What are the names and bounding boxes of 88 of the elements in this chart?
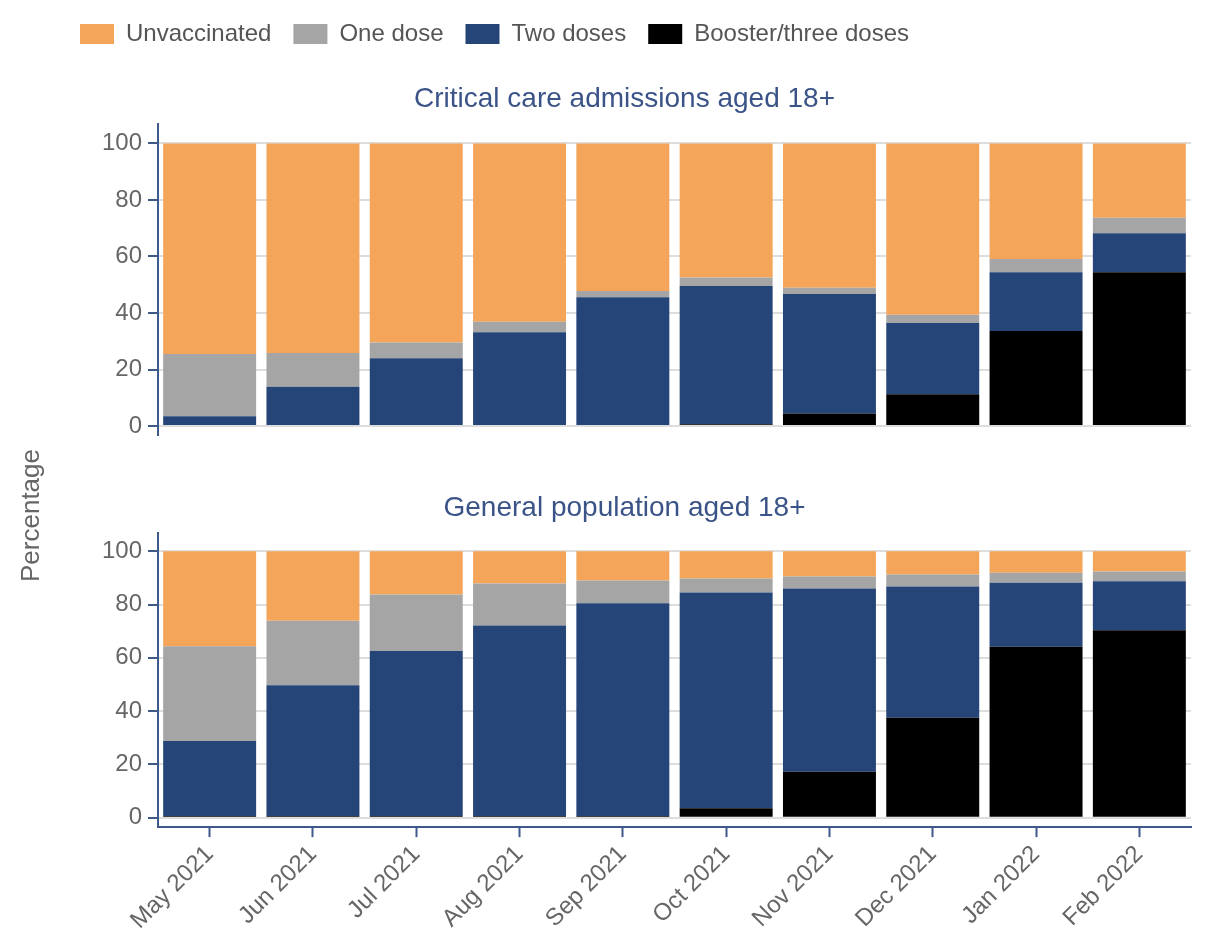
bar <box>1092 630 1186 817</box>
legend-label: Booster/three doses <box>694 18 910 46</box>
bar <box>576 580 670 604</box>
chart-title: General population aged 18+ <box>443 490 806 522</box>
bar <box>679 285 773 425</box>
y-tick-label: 100 <box>101 535 142 563</box>
bar <box>369 551 463 595</box>
bar <box>369 650 463 816</box>
bar <box>1092 233 1186 273</box>
bar <box>473 625 567 816</box>
bar <box>163 354 257 417</box>
bar <box>679 808 773 817</box>
y-tick-label: 80 <box>115 589 142 617</box>
bar <box>369 358 463 426</box>
y-tick-label: 60 <box>115 241 142 269</box>
bar <box>782 413 876 426</box>
y-tick-label: 100 <box>101 128 142 156</box>
bar <box>886 574 980 587</box>
bar <box>782 143 876 288</box>
bar <box>266 386 360 426</box>
y-tick-label: 0 <box>128 410 142 438</box>
y-tick-label: 40 <box>115 297 142 325</box>
legend-label: Two doses <box>511 18 627 46</box>
bar <box>473 143 567 322</box>
bar <box>782 551 876 577</box>
bar <box>989 259 1083 273</box>
bar <box>163 416 257 426</box>
bar <box>679 578 773 593</box>
bar <box>886 314 980 323</box>
bar <box>886 551 980 575</box>
bar <box>576 297 670 426</box>
bar <box>473 332 567 426</box>
bar <box>163 551 257 647</box>
bar <box>782 588 876 772</box>
bar <box>1092 143 1186 218</box>
bar <box>989 572 1083 583</box>
bar <box>266 685 360 816</box>
y-tick-label: 40 <box>115 695 142 723</box>
bar <box>163 646 257 742</box>
bar <box>782 576 876 589</box>
bar <box>1092 217 1186 234</box>
bar <box>679 277 773 286</box>
bar <box>266 352 360 387</box>
chart-title: Critical care admissions aged 18+ <box>414 81 835 113</box>
bar <box>1092 551 1186 572</box>
bar <box>473 321 567 333</box>
bar <box>886 322 980 395</box>
bar <box>163 143 257 355</box>
bar <box>473 583 567 626</box>
bar <box>782 287 876 295</box>
bar <box>782 771 876 817</box>
bar <box>989 646 1083 817</box>
bar <box>1092 581 1186 631</box>
bar <box>369 143 463 343</box>
bar <box>369 342 463 359</box>
y-tick-label: 80 <box>115 184 142 212</box>
bar <box>989 551 1083 573</box>
y-tick-label: 20 <box>115 749 142 777</box>
bar <box>369 594 463 651</box>
bar <box>989 143 1083 260</box>
bar <box>679 592 773 809</box>
bar <box>886 143 980 315</box>
bar <box>576 143 670 291</box>
bar <box>886 717 980 817</box>
bar <box>266 620 360 686</box>
bar <box>989 331 1083 426</box>
bar <box>266 143 360 353</box>
bar <box>782 294 876 414</box>
legend-label: One dose <box>339 18 444 46</box>
bar <box>989 272 1083 332</box>
bar <box>576 603 670 816</box>
bar <box>1092 272 1186 426</box>
bar <box>266 551 360 621</box>
bar <box>576 551 670 581</box>
bar <box>679 143 773 278</box>
bar <box>1092 571 1186 582</box>
bar <box>886 586 980 718</box>
bar <box>473 551 567 584</box>
y-axis-title: Percentage <box>14 448 46 584</box>
bar <box>886 394 980 426</box>
bar <box>679 551 773 579</box>
bar <box>163 741 257 816</box>
y-tick-label: 0 <box>128 802 142 830</box>
y-tick-label: 60 <box>115 642 142 670</box>
legend-label: Unvaccinated <box>126 18 272 46</box>
bar <box>989 582 1083 647</box>
y-tick-label: 20 <box>115 354 142 382</box>
bar <box>576 290 670 298</box>
